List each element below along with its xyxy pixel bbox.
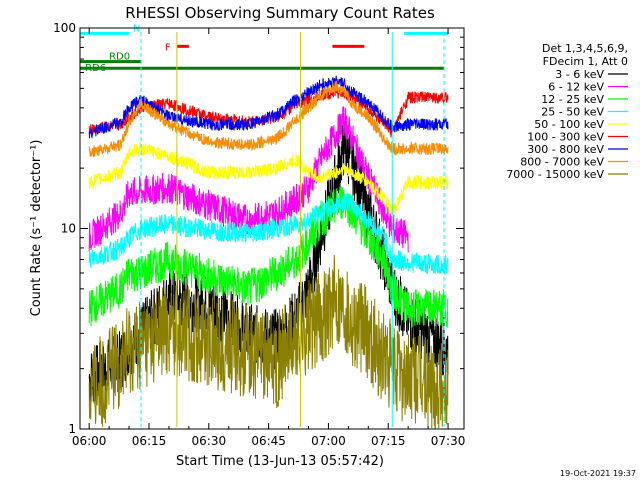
- flag-label: RD6: [85, 63, 106, 74]
- y-tick-label: 1: [68, 422, 76, 436]
- flag-label: F: [165, 42, 171, 53]
- legend: Det 1,3,4,5,6,9,FDecim 1, Att 03 - 6 keV…: [506, 42, 628, 181]
- x-axis: 06:00 06:15 06:30 06:45 07:00 07:15 07:30: [72, 28, 465, 448]
- x-tick-label: 06:15: [132, 434, 167, 448]
- series-line-8: [88, 254, 449, 429]
- legend-label: 100 - 300 keV: [527, 131, 604, 144]
- y-tick-label: 10: [61, 222, 76, 236]
- series-path: [88, 254, 449, 429]
- legend-label: 6 - 12 keV: [548, 81, 604, 94]
- series-path: [88, 80, 449, 158]
- flag-bar: [80, 66, 445, 70]
- x-axis-label: Start Time (13-Jun-13 05:57:42): [176, 454, 384, 469]
- legend-label: 7000 - 15000 keV: [506, 168, 604, 181]
- y-axis-label: Count Rate (s⁻¹ detector⁻¹): [29, 140, 44, 317]
- x-tick-label: 06:30: [192, 434, 227, 448]
- flag-bar: [404, 31, 449, 35]
- legend-label: 3 - 6 keV: [555, 68, 604, 81]
- footer-timestamp: 19-Oct-2021 19:37: [560, 469, 636, 478]
- x-tick-label: 07:00: [311, 434, 346, 448]
- series-layer: [88, 75, 449, 429]
- flag-bar: [176, 44, 189, 48]
- series-path: [88, 192, 449, 275]
- series-path: [88, 186, 449, 329]
- series-line-7: [88, 80, 449, 158]
- legend-label: 50 - 100 keV: [534, 118, 604, 131]
- chart-title: RHESSI Observing Summary Count Rates: [125, 4, 435, 22]
- flag-bar: [332, 44, 365, 48]
- series-line-3: [88, 192, 449, 275]
- legend-header: Det 1,3,4,5,6,9,: [542, 42, 628, 55]
- x-tick-label: 07:30: [431, 434, 466, 448]
- legend-label: 800 - 7000 keV: [520, 156, 604, 169]
- series-line-4: [88, 141, 449, 216]
- legend-label: 12 - 25 keV: [541, 93, 604, 106]
- flag-bar: [80, 31, 130, 35]
- legend-header: FDecim 1, Att 0: [543, 55, 628, 68]
- flag-bar: [80, 60, 142, 64]
- series-path: [88, 141, 449, 216]
- flag-label: RD0: [109, 52, 130, 63]
- x-tick-label: 07:15: [371, 434, 406, 448]
- flag-label: N: [133, 23, 140, 34]
- x-tick-label: 06:00: [72, 434, 107, 448]
- y-axis: 1 10 100: [53, 21, 464, 436]
- y-tick-label: 100: [53, 21, 76, 35]
- legend-label: 300 - 800 keV: [527, 143, 604, 156]
- x-tick-label: 06:45: [251, 434, 286, 448]
- legend-label: 25 - 50 keV: [541, 106, 604, 119]
- series-line-2: [88, 186, 449, 329]
